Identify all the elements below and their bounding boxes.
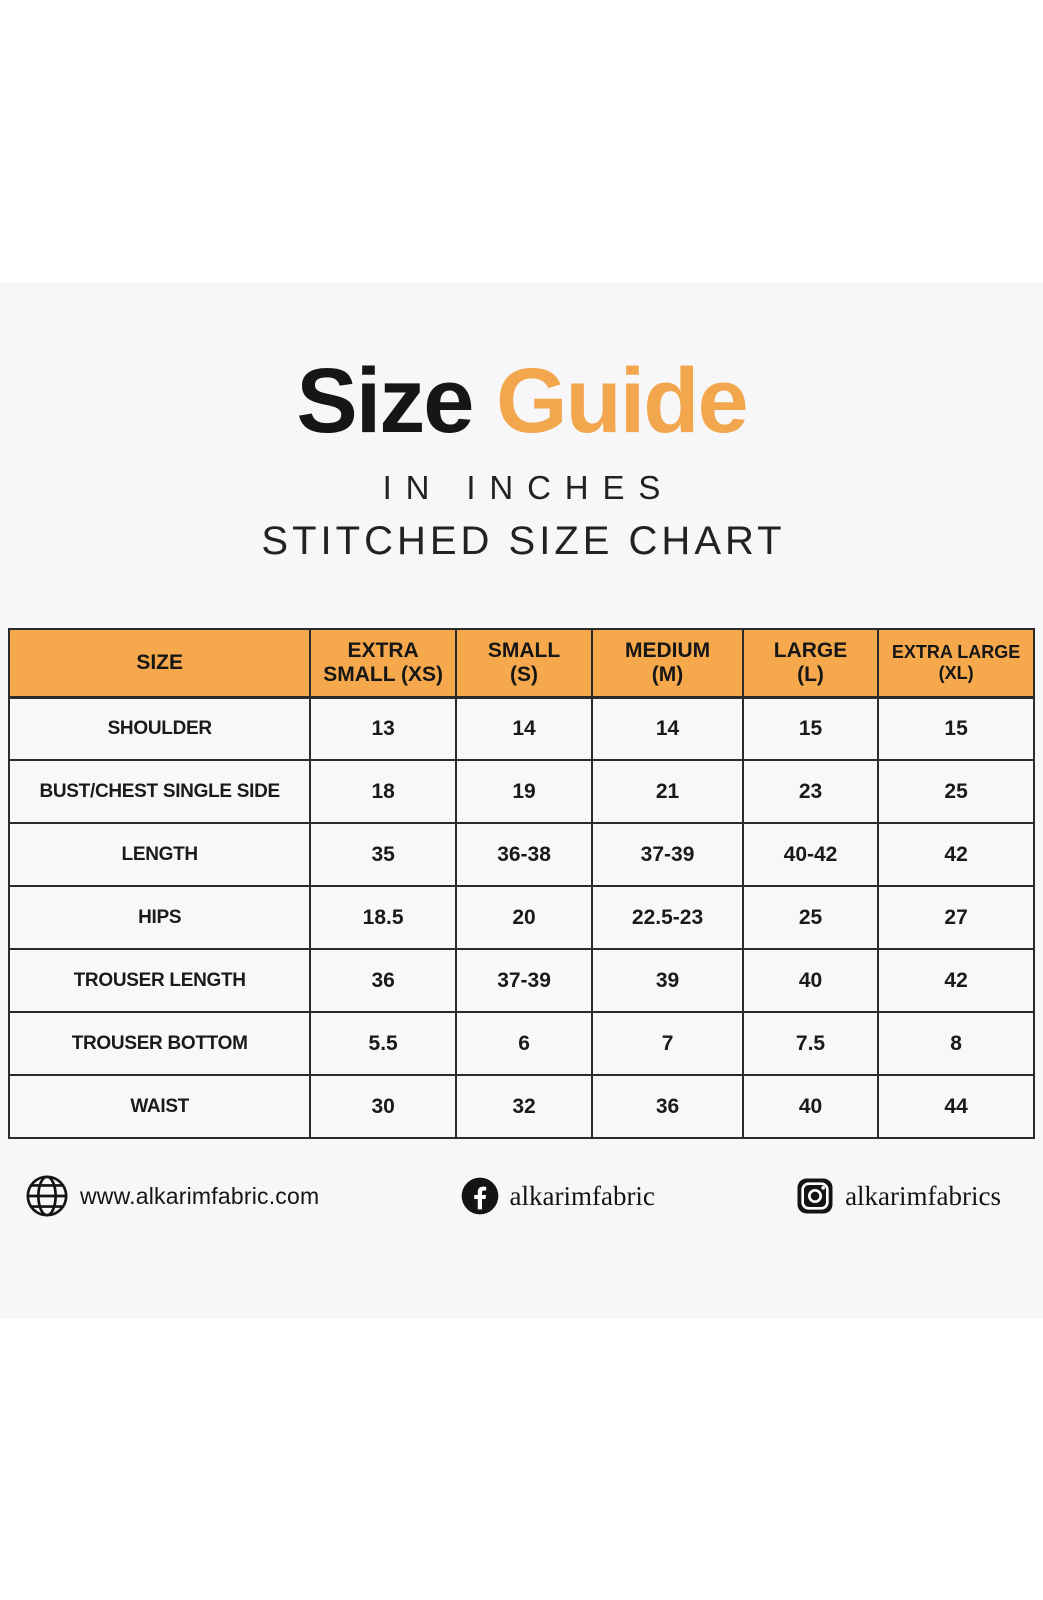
size-table-container: SIZE EXTRA SMALL (XS) SMALL (S) MEDIUM (M) … — [7, 628, 1035, 1139]
cell-value: 36-38 — [454, 822, 594, 887]
instagram-handle: alkarimfabrics — [845, 1180, 1001, 1211]
facebook-item: alkarimfabric — [460, 1176, 655, 1216]
website-url: www.alkarimfabric.com — [80, 1182, 320, 1209]
instagram-item: alkarimfabrics — [795, 1176, 1001, 1216]
column-header-medium: MEDIUM (M) — [591, 628, 744, 699]
cell-value: 39 — [591, 948, 744, 1013]
column-header-extra-large: EXTRA LARGE (XL) — [877, 628, 1035, 699]
cell-value: 7 — [591, 1011, 744, 1076]
cell-value: 19 — [454, 759, 594, 824]
cell-value: 25 — [741, 885, 880, 950]
row-label: LENGTH — [7, 822, 312, 887]
cell-value: 18.5 — [309, 885, 457, 950]
cell-value: 27 — [877, 885, 1035, 950]
cell-value: 40 — [741, 948, 880, 1013]
table-row-bust-chest: BUST/CHEST SINGLE SIDE 18 19 21 23 25 — [7, 759, 1035, 824]
instagram-icon — [795, 1176, 835, 1216]
globe-icon — [24, 1173, 70, 1219]
cell-value: 42 — [877, 822, 1035, 887]
cell-value: 42 — [877, 948, 1035, 1013]
cell-value: 13 — [309, 696, 457, 761]
table-row-hips: HIPS 18.5 20 22.5-23 25 27 — [7, 885, 1035, 950]
cell-value: 35 — [309, 822, 457, 887]
row-label: HIPS — [7, 885, 312, 950]
size-guide-card: Size Guide IN INCHES STITCHED SIZE CHART… — [0, 283, 1043, 1319]
cell-value: 5.5 — [309, 1011, 457, 1076]
row-label: WAIST — [7, 1074, 312, 1139]
title-block: Size Guide IN INCHES STITCHED SIZE CHART — [0, 283, 1043, 564]
cell-value: 6 — [454, 1011, 594, 1076]
website-item: www.alkarimfabric.com — [24, 1173, 319, 1219]
table-row-trouser-length: TROUSER LENGTH 36 37-39 39 40 42 — [7, 948, 1035, 1013]
cell-value: 23 — [741, 759, 880, 824]
cell-value: 21 — [591, 759, 744, 824]
subtitle-units: IN INCHES — [382, 469, 675, 506]
cell-value: 25 — [877, 759, 1035, 824]
cell-value: 37-39 — [591, 822, 744, 887]
column-header-extra-small: EXTRA SMALL (XS) — [309, 628, 457, 699]
cell-value: 37-39 — [454, 948, 594, 1013]
title-word-size: Size — [296, 350, 474, 452]
cell-value: 40 — [741, 1074, 880, 1139]
cell-value: 14 — [591, 696, 744, 761]
column-header-size: SIZE — [7, 628, 312, 699]
cell-value: 22.5-23 — [591, 885, 744, 950]
footer-contact-bar: www.alkarimfabric.com alkarimfabric al — [0, 1173, 1043, 1219]
cell-value: 32 — [454, 1074, 594, 1139]
subtitle-stitched-size-chart: STITCHED SIZE CHART — [261, 519, 786, 563]
column-header-small: SMALL (S) — [454, 628, 594, 699]
row-label: TROUSER BOTTOM — [7, 1011, 312, 1076]
cell-value: 18 — [309, 759, 457, 824]
row-label: BUST/CHEST SINGLE SIDE — [7, 759, 312, 824]
cell-value: 40-42 — [741, 822, 880, 887]
title-word-guide: Guide — [495, 350, 749, 452]
cell-value: 20 — [454, 885, 594, 950]
facebook-icon — [460, 1176, 500, 1216]
table-header-row: SIZE EXTRA SMALL (XS) SMALL (S) MEDIUM (M) … — [7, 628, 1035, 699]
cell-value: 7.5 — [741, 1011, 880, 1076]
cell-value: 30 — [309, 1074, 457, 1139]
row-label: TROUSER LENGTH — [7, 948, 312, 1013]
table-row-trouser-bottom: TROUSER BOTTOM 5.5 6 7 7.5 8 — [7, 1011, 1035, 1076]
column-header-large: LARGE (L) — [741, 628, 880, 699]
cell-value: 14 — [454, 696, 594, 761]
cell-value: 36 — [591, 1074, 744, 1139]
table-row-waist: WAIST 30 32 36 40 44 — [7, 1074, 1035, 1139]
cell-value: 8 — [877, 1011, 1035, 1076]
facebook-handle: alkarimfabric — [509, 1180, 655, 1211]
size-table: SIZE EXTRA SMALL (XS) SMALL (S) MEDIUM (M) … — [7, 628, 1035, 1139]
table-row-length: LENGTH 35 36-38 37-39 40-42 42 — [7, 822, 1035, 887]
cell-value: 44 — [877, 1074, 1035, 1139]
table-row-shoulder: SHOULDER 13 14 14 15 15 — [7, 696, 1035, 761]
cell-value: 36 — [309, 948, 457, 1013]
cell-value: 15 — [741, 696, 880, 761]
page-title: Size Guide — [0, 355, 1043, 447]
row-label: SHOULDER — [7, 696, 312, 761]
cell-value: 15 — [877, 696, 1035, 761]
